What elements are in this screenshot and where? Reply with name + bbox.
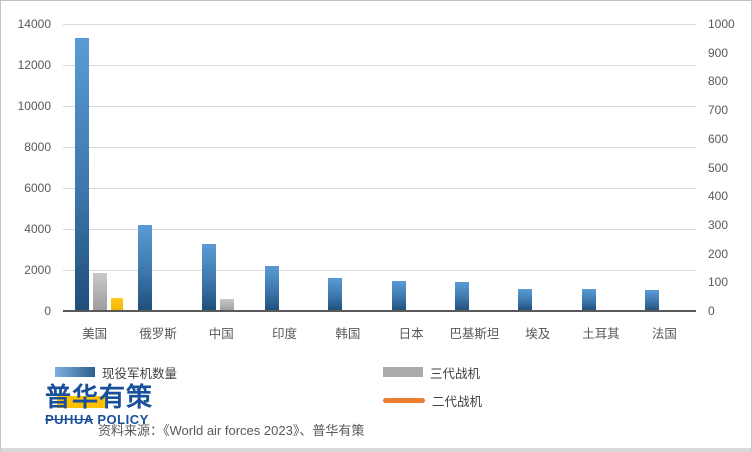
legend-label: 现役军机数量: [102, 366, 178, 381]
bar-active-aircraft: [454, 281, 469, 311]
x-axis-category-label: 美国: [82, 327, 108, 341]
right-axis-tick-label: 900: [708, 45, 729, 60]
right-axis-tick-label: 800: [708, 74, 729, 89]
right-axis-tick-label: 400: [708, 189, 729, 204]
bar-group-9: [569, 24, 632, 311]
right-axis-tick-label: 100: [708, 275, 729, 290]
x-axis-category-label: 巴基斯坦: [449, 327, 500, 341]
logo-chinese-text: 普华有策: [45, 382, 154, 412]
logo-english-text: PUHUA POLICY: [45, 412, 149, 427]
x-axis-category-labels: 美国 俄罗斯 中国 印度 韩国 日本 巴基斯坦 埃及 土耳其 法国: [63, 323, 696, 342]
legend-swatch-gen2-fighter: [383, 397, 425, 403]
legend-item-gen3-fighter: 三代战机: [383, 365, 481, 381]
legend-item-active-aircraft: 现役军机数量: [55, 365, 178, 381]
bar-group-8: [506, 24, 569, 311]
bar-group-2: [126, 24, 189, 311]
left-axis-tick-label: 8000: [24, 140, 51, 154]
bar-active-aircraft: [138, 225, 153, 311]
bar-gen3-fighter: [219, 298, 234, 311]
bar-gen2-fighter: [111, 298, 124, 311]
bar-active-aircraft: [518, 289, 533, 311]
bar-groups-layer: [63, 24, 696, 311]
gridline: [63, 270, 696, 271]
gridline: [63, 188, 696, 189]
bar-active-aircraft: [201, 243, 216, 311]
bar-group-6: [379, 24, 442, 311]
legend-swatch-active-aircraft: [55, 367, 95, 377]
right-axis-tick-label: 1000: [708, 17, 735, 31]
gridline: [63, 65, 696, 66]
x-axis-category-label: 韩国: [335, 327, 361, 341]
x-axis-category-label: 土耳其: [582, 327, 620, 341]
legend-label: 三代战机: [430, 366, 481, 381]
x-axis-category-label: 法国: [651, 327, 677, 341]
x-axis-category-label: 俄罗斯: [139, 327, 177, 341]
left-axis-tick-label: 14000: [17, 17, 51, 31]
bar-group-7: [443, 24, 506, 311]
bar-group-4: [253, 24, 316, 311]
x-axis-category-label: 中国: [208, 327, 234, 341]
bar-active-aircraft: [581, 289, 596, 311]
gridline: [63, 229, 696, 230]
x-axis-category-label: 日本: [398, 327, 424, 341]
left-axis-tick-label: 2000: [24, 263, 51, 277]
bar-active-aircraft: [644, 290, 659, 311]
gridline: [63, 106, 696, 107]
legend-swatch-gen3-fighter: [383, 367, 423, 377]
bar-active-aircraft: [75, 38, 90, 311]
bar-gen3-fighter: [93, 273, 108, 311]
right-axis-tick-label: 0: [708, 304, 715, 318]
gridline: [63, 24, 696, 25]
left-axis-tick-label: 0: [44, 304, 51, 318]
source-text: 资料来源：《World air forces 2023》、普华有策: [98, 423, 365, 438]
x-axis-category-label: 印度: [272, 327, 298, 341]
gridline: [63, 147, 696, 148]
bar-active-aircraft: [265, 265, 280, 311]
left-axis-tick-label: 6000: [24, 181, 51, 195]
right-axis-tick-label: 300: [708, 217, 729, 232]
left-axis-tick-label: 10000: [17, 99, 51, 113]
right-axis-tick-label: 200: [708, 246, 729, 261]
bar-active-aircraft: [391, 281, 406, 311]
plot-area: [63, 24, 696, 312]
right-axis-tick-label: 500: [708, 160, 729, 175]
legend-item-gen2-fighter: 二代战机: [383, 393, 483, 409]
logo-highlight-mark: [57, 396, 107, 408]
x-axis-line: [63, 310, 696, 312]
left-axis-tick-label: 12000: [17, 58, 51, 72]
x-axis-category-label: 埃及: [525, 327, 551, 341]
left-axis-tick-label: 4000: [24, 222, 51, 236]
puhua-logo: 普华有策 PUHUA POLICY: [45, 382, 175, 427]
right-axis-tick-label: 700: [708, 103, 729, 118]
bar-group-3: [190, 24, 253, 311]
bar-group-1: [63, 24, 126, 311]
legend-label: 二代战机: [432, 394, 483, 409]
bar-active-aircraft: [328, 278, 343, 311]
bar-group-10: [633, 24, 696, 311]
right-axis-tick-label: 600: [708, 131, 729, 146]
bar-group-5: [316, 24, 379, 311]
